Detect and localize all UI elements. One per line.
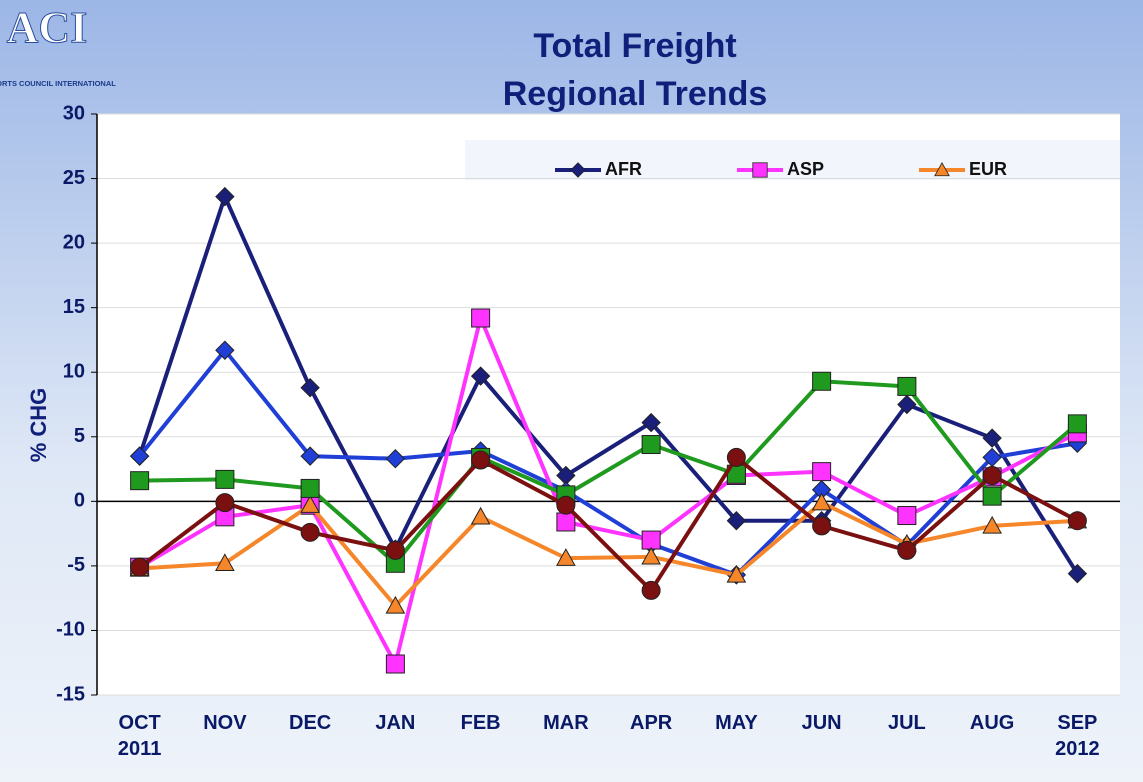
x-tick-label: JAN [375,712,416,734]
marker [300,478,320,498]
marker [215,553,235,572]
marker [752,162,768,178]
marker [982,466,1002,486]
marker [726,447,746,467]
legend-label: EUR [969,159,1007,179]
marker [641,546,661,565]
y-tick-label: 25 [63,167,85,189]
plot-area [97,114,1120,695]
marker [556,548,576,566]
logo-name: AIRPORTS COUNCIL INTERNATIONAL [0,79,116,88]
y-tick-label: 15 [63,296,85,318]
y-axis-label: % CHG [26,388,51,463]
marker [897,376,917,396]
marker [129,446,150,466]
series-line [137,191,1080,575]
marker [385,449,406,469]
marker [130,557,150,577]
marker [897,394,917,415]
series-line [139,379,1079,567]
marker [556,512,576,532]
x-tick-label: DEC [289,712,332,734]
x-tick-label: JUL [887,712,926,734]
marker [641,530,661,550]
marker [385,654,405,674]
marker [385,595,406,614]
marker [471,308,491,328]
x-tick-label: SEP 2012 [1055,712,1100,760]
marker [812,371,832,391]
series-line [139,500,1078,609]
legend-label: AFR [605,159,642,179]
chart-title: Total Freight [533,27,736,65]
x-tick-label: OCT 2011 [117,712,162,760]
x-tick-label: APR [630,712,673,734]
marker [897,506,917,526]
series-line [138,311,1079,670]
marker [982,515,1002,534]
marker [811,492,832,511]
y-tick-label: 20 [63,231,85,253]
series-line [138,347,1078,578]
marker [130,471,150,491]
x-tick-label: NOV [203,712,247,734]
y-tick-label: -10 [56,619,85,641]
chart-subtitle: Regional Trends [503,75,768,113]
y-tick-label: -15 [56,683,85,705]
marker [570,162,586,178]
marker [471,450,491,470]
x-tick-label: MAR [543,712,589,734]
marker [897,540,917,560]
x-tick-label: MAY [715,712,758,734]
x-tick-label: JUN [801,712,842,734]
marker [215,493,235,513]
marker [385,540,405,560]
marker [641,435,661,455]
marker [812,516,832,536]
logo-mark: ACI [7,3,88,52]
marker [812,462,832,482]
y-tick-label: -5 [67,554,85,576]
marker [641,412,661,433]
marker [300,522,320,542]
marker [726,564,747,583]
marker [215,186,235,207]
marker [300,495,320,513]
marker [934,161,950,177]
marker [470,366,491,386]
marker [1067,563,1088,584]
y-tick-label: 10 [63,361,85,383]
y-tick-label: 0 [74,490,85,512]
marker [726,510,747,531]
series-line [138,454,1079,594]
x-tick-label: AUG [969,712,1015,734]
marker [470,506,491,525]
marker [556,495,576,515]
x-tick-label: FEB [460,712,501,734]
marker [1067,511,1087,531]
marker [982,486,1002,506]
marker [215,469,235,489]
marker [300,446,320,466]
y-tick-label: 30 [63,102,85,124]
y-tick-label: 5 [74,425,85,447]
legend-label: ASP [787,159,824,179]
marker [1067,414,1087,434]
marker [641,580,661,600]
marker [215,340,235,360]
marker [982,428,1002,448]
marker [300,378,320,398]
